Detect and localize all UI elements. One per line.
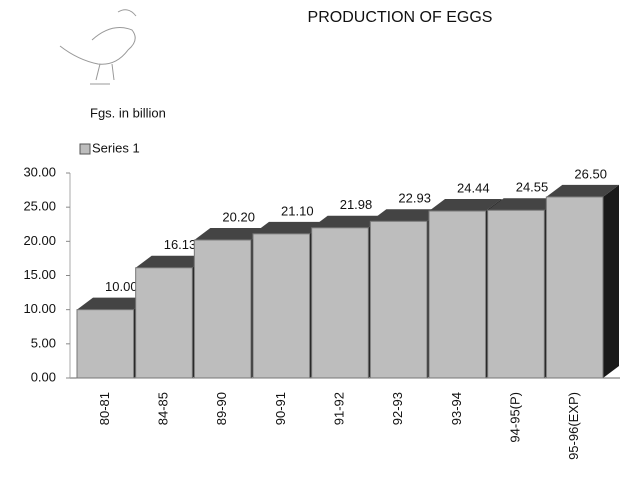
y-tick-label: 30.00	[23, 164, 56, 179]
bar-top	[487, 198, 561, 211]
bar-top	[546, 184, 619, 197]
y-tick-label: 15.00	[23, 267, 56, 282]
data-label: 24.44	[457, 180, 490, 195]
x-tick-label: 90-91	[273, 392, 288, 425]
data-label: 26.50	[574, 166, 607, 181]
x-tick-label: 92-93	[390, 392, 405, 425]
bar-top	[194, 227, 267, 240]
legend-swatch	[79, 143, 91, 155]
y-tick-label: 25.00	[23, 199, 56, 214]
y-tick-label: 20.00	[23, 233, 56, 248]
data-label: 21.98	[340, 197, 373, 212]
y-tick-label: 5.00	[31, 335, 56, 350]
subtitle: Fgs. in billion	[90, 105, 166, 120]
bar	[135, 267, 193, 379]
data-label: 24.55	[516, 180, 549, 195]
bar-top	[370, 209, 443, 222]
bar-top	[311, 215, 385, 228]
chart-title: PRODUCTION OF EGGS	[308, 9, 493, 26]
x-tick-label: 91-92	[331, 392, 346, 425]
bar-top	[135, 255, 209, 268]
bar	[487, 209, 545, 379]
bar-top	[429, 198, 502, 211]
x-tick-label: 94-95(P)	[507, 392, 522, 443]
data-label: 21.10	[281, 203, 314, 218]
bar	[428, 210, 487, 379]
bar-side	[603, 184, 619, 378]
bar-top	[253, 221, 326, 234]
chicken-sketch	[59, 9, 137, 85]
data-label: 20.20	[222, 209, 255, 224]
legend-label: Series 1	[92, 140, 140, 155]
bar	[545, 196, 604, 379]
y-tick-label: 0.00	[31, 369, 56, 384]
data-label: 22.93	[398, 191, 431, 206]
bar	[311, 227, 369, 379]
x-tick-label: 95-96(EXP)	[566, 392, 581, 460]
bar	[76, 309, 135, 379]
bar	[252, 233, 311, 379]
y-tick-label: 10.00	[23, 301, 56, 316]
bar-top	[77, 297, 150, 310]
data-label: 16.13	[164, 237, 197, 252]
bar	[193, 239, 252, 379]
x-tick-label: 89-90	[214, 392, 229, 425]
x-tick-label: 93-94	[449, 392, 464, 425]
bar	[369, 220, 428, 379]
data-label: 10.00	[105, 279, 138, 294]
x-tick-label: 80-81	[97, 392, 112, 425]
x-tick-label: 84-85	[155, 392, 170, 425]
